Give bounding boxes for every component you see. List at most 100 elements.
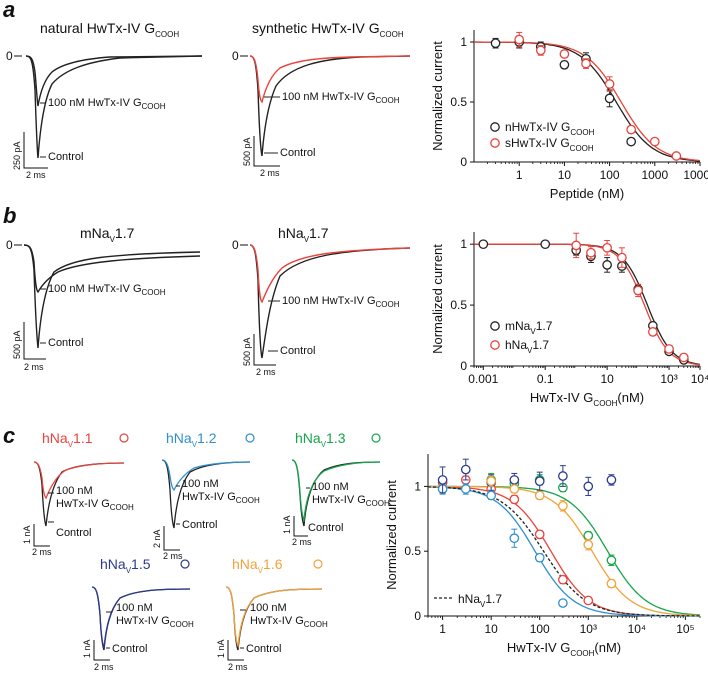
toxin-label-line2: HwTx-IV GCOOH	[56, 498, 134, 512]
x-tick-label: 1	[439, 622, 446, 636]
x-tick-label: 10⁴	[628, 622, 647, 636]
toxin-label-line1: 100 nM	[250, 602, 287, 614]
data-point	[558, 500, 568, 511]
scale-bar	[163, 526, 180, 551]
scale-bar	[23, 132, 48, 169]
data-point	[678, 352, 689, 363]
scale-y-label: 2 nA	[152, 529, 162, 548]
fit-curve	[474, 243, 701, 366]
toxin-label-line2: HwTx-IV GCOOH	[250, 615, 328, 629]
y-tick-label: 0.5	[450, 298, 467, 312]
data-point	[606, 475, 617, 485]
x-tick-label: 10	[558, 168, 572, 182]
legend-marker	[490, 122, 500, 132]
y-tick-label: 1	[460, 237, 467, 251]
data-point	[534, 529, 545, 540]
toxin-label-line1: 100 nM	[182, 478, 219, 490]
y-tick-label: 1	[460, 35, 467, 49]
trace-title: hNaV1.6	[232, 556, 283, 575]
y-tick-label: 0.5	[450, 95, 467, 109]
scale-x-label: 2 ms	[163, 551, 183, 561]
zero-label: 0	[232, 238, 239, 252]
data-point	[558, 471, 568, 481]
data-point	[633, 285, 643, 296]
scale-x-label: 2 ms	[292, 537, 312, 547]
trace-title: hNaV1.5	[100, 556, 151, 575]
legend-label: sHwTx-IV GCOOH	[505, 136, 594, 153]
data-point	[583, 481, 594, 492]
marker-icon	[371, 433, 381, 443]
x-tick-label: 10	[600, 372, 614, 386]
trace-title: natural HwTx-IV GCOOH	[40, 20, 179, 39]
legend-label: nHwTx-IV GCOOH	[505, 120, 595, 137]
toxin-trace	[161, 459, 251, 492]
data-point	[540, 239, 551, 250]
toxin-trace	[25, 55, 203, 107]
data-point	[664, 344, 674, 354]
trace-title: synthetic HwTx-IV GCOOH	[252, 20, 404, 39]
control-trace	[249, 244, 411, 359]
data-point	[558, 598, 568, 608]
trace-panel-c1: hNaV1.1 100 nM HwTx-IV GCOOH Control 1 n…	[22, 430, 134, 557]
data-point	[490, 38, 501, 49]
trace-title: hNaV1.7	[278, 225, 329, 244]
trace-panel-b2: hNaV1.7 0 100 nM HwTx-IV GCOOH Control 5…	[232, 225, 411, 377]
data-point	[617, 252, 627, 263]
scale-bar	[253, 136, 280, 167]
x-tick-label: 0.001	[468, 372, 498, 386]
data-point	[606, 578, 617, 589]
panel-label-c: c	[3, 423, 15, 448]
data-point	[534, 476, 545, 487]
dose-response-chart-c: 0 0.5 1 1 10 100 10³ 10⁴ 10⁵ HwTx-IV GCOOH(nM) Nor…	[384, 454, 701, 658]
toxin-label-line1: 100 nM	[56, 485, 93, 497]
data-point	[571, 240, 582, 251]
marker-icon	[245, 433, 255, 443]
control-label: Control	[246, 643, 281, 655]
scale-bar	[93, 640, 110, 661]
scale-x-label: 2 ms	[24, 362, 44, 372]
data-point	[602, 260, 612, 270]
data-point	[437, 475, 448, 485]
data-point	[671, 151, 682, 161]
x-axis-label: Peptide (nM)	[550, 186, 624, 201]
legend-label: hNaV1.7	[458, 592, 502, 609]
control-label: Control	[112, 643, 147, 655]
trace-panel-c2: hNaV1.2 100 nM HwTx-IV GCOOH Control 2 n…	[152, 430, 260, 561]
control-trace	[23, 244, 201, 349]
scale-x-label: 2 ms	[26, 170, 46, 180]
data-point	[558, 574, 568, 585]
x-axis-label: HwTx-IV GCOOH(nM)	[507, 640, 621, 658]
control-label: Control	[56, 527, 91, 539]
trace-title: hNaV1.3	[295, 430, 346, 449]
x-tick-label: 0.1	[537, 372, 554, 386]
marker-icon	[313, 559, 323, 569]
scale-y-label: 500 pA	[12, 330, 22, 359]
x-axis-label: HwTx-IV GCOOH(nM)	[530, 390, 644, 408]
data-point	[583, 595, 594, 606]
toxin-trace	[225, 586, 323, 649]
trace-panel-c4: hNaV1.5 100 nM HwTx-IV GCOOH Control 1 n…	[82, 556, 194, 672]
data-point	[602, 242, 612, 253]
scale-y-label: 250 pA	[12, 141, 22, 170]
scale-x-label: 2 ms	[228, 662, 248, 672]
y-tick-label: 0.5	[404, 544, 421, 558]
scale-y-label: 500 pA	[242, 337, 252, 366]
scale-y-label: 500 pA	[242, 137, 252, 166]
toxin-trace	[33, 461, 125, 500]
data-point	[509, 494, 520, 505]
x-tick-label: 10⁴	[691, 372, 708, 386]
scale-bar	[227, 640, 244, 661]
scale-x-label: 2 ms	[260, 168, 280, 178]
y-tick-label: 0	[414, 609, 421, 623]
y-axis-label: Normalized current	[430, 244, 445, 354]
trace-panel-c3: hNaV1.3 100 nM HwTx-IV GCOOH Control 1 n…	[282, 430, 390, 547]
trace-title: hNaV1.1	[42, 430, 93, 449]
legend-label: mNaV1.7	[505, 319, 553, 336]
toxin-trace	[23, 244, 201, 294]
control-label: Control	[280, 147, 315, 159]
control-label: Control	[280, 345, 315, 357]
y-tick-label: 0	[460, 155, 467, 169]
data-point	[604, 79, 615, 89]
toxin-label: 100 nM HwTx-IV GCOOH	[282, 295, 400, 309]
